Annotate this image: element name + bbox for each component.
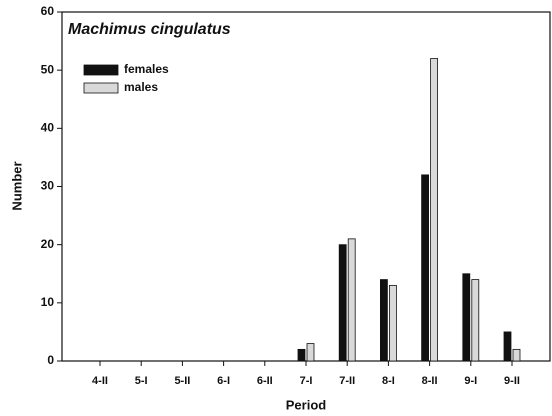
x-tick-label: 7-I [300, 375, 313, 387]
legend-swatch [83, 82, 119, 94]
y-axis-label: Number [9, 161, 24, 210]
x-tick-label: 6-I [217, 375, 230, 387]
y-tick-label: 30 [41, 179, 55, 193]
bar [297, 348, 306, 362]
y-tick-label: 0 [47, 353, 54, 367]
x-tick-label: 9-II [504, 375, 520, 387]
bar [347, 238, 356, 362]
bar [306, 343, 315, 362]
x-tick-label: 9-I [464, 375, 477, 387]
bar [379, 279, 388, 362]
y-tick-label: 40 [41, 121, 55, 135]
x-tick-label: 5-II [174, 375, 190, 387]
legend-swatch [83, 64, 119, 76]
y-tick-label: 20 [41, 237, 55, 251]
bar [462, 273, 471, 362]
chart-title: Machimus cingulatus [68, 21, 231, 38]
y-tick-label: 50 [41, 62, 55, 76]
y-tick-label: 60 [41, 4, 55, 18]
bar [430, 58, 439, 362]
bar [471, 279, 480, 362]
legend-label: females [124, 62, 169, 76]
x-tick-label: 8-I [382, 375, 395, 387]
bar [421, 174, 430, 362]
bar [503, 331, 512, 362]
x-tick-label: 8-II [422, 375, 438, 387]
bar [512, 348, 521, 362]
bar [388, 284, 397, 362]
x-tick-label: 5-I [135, 375, 148, 387]
bar [338, 244, 347, 362]
y-tick-label: 10 [41, 295, 55, 309]
x-tick-label: 7-II [339, 375, 355, 387]
x-axis-label: Period [286, 397, 327, 412]
x-tick-label: 4-II [92, 375, 108, 387]
legend-label: males [124, 80, 158, 94]
x-tick-label: 6-II [257, 375, 273, 387]
